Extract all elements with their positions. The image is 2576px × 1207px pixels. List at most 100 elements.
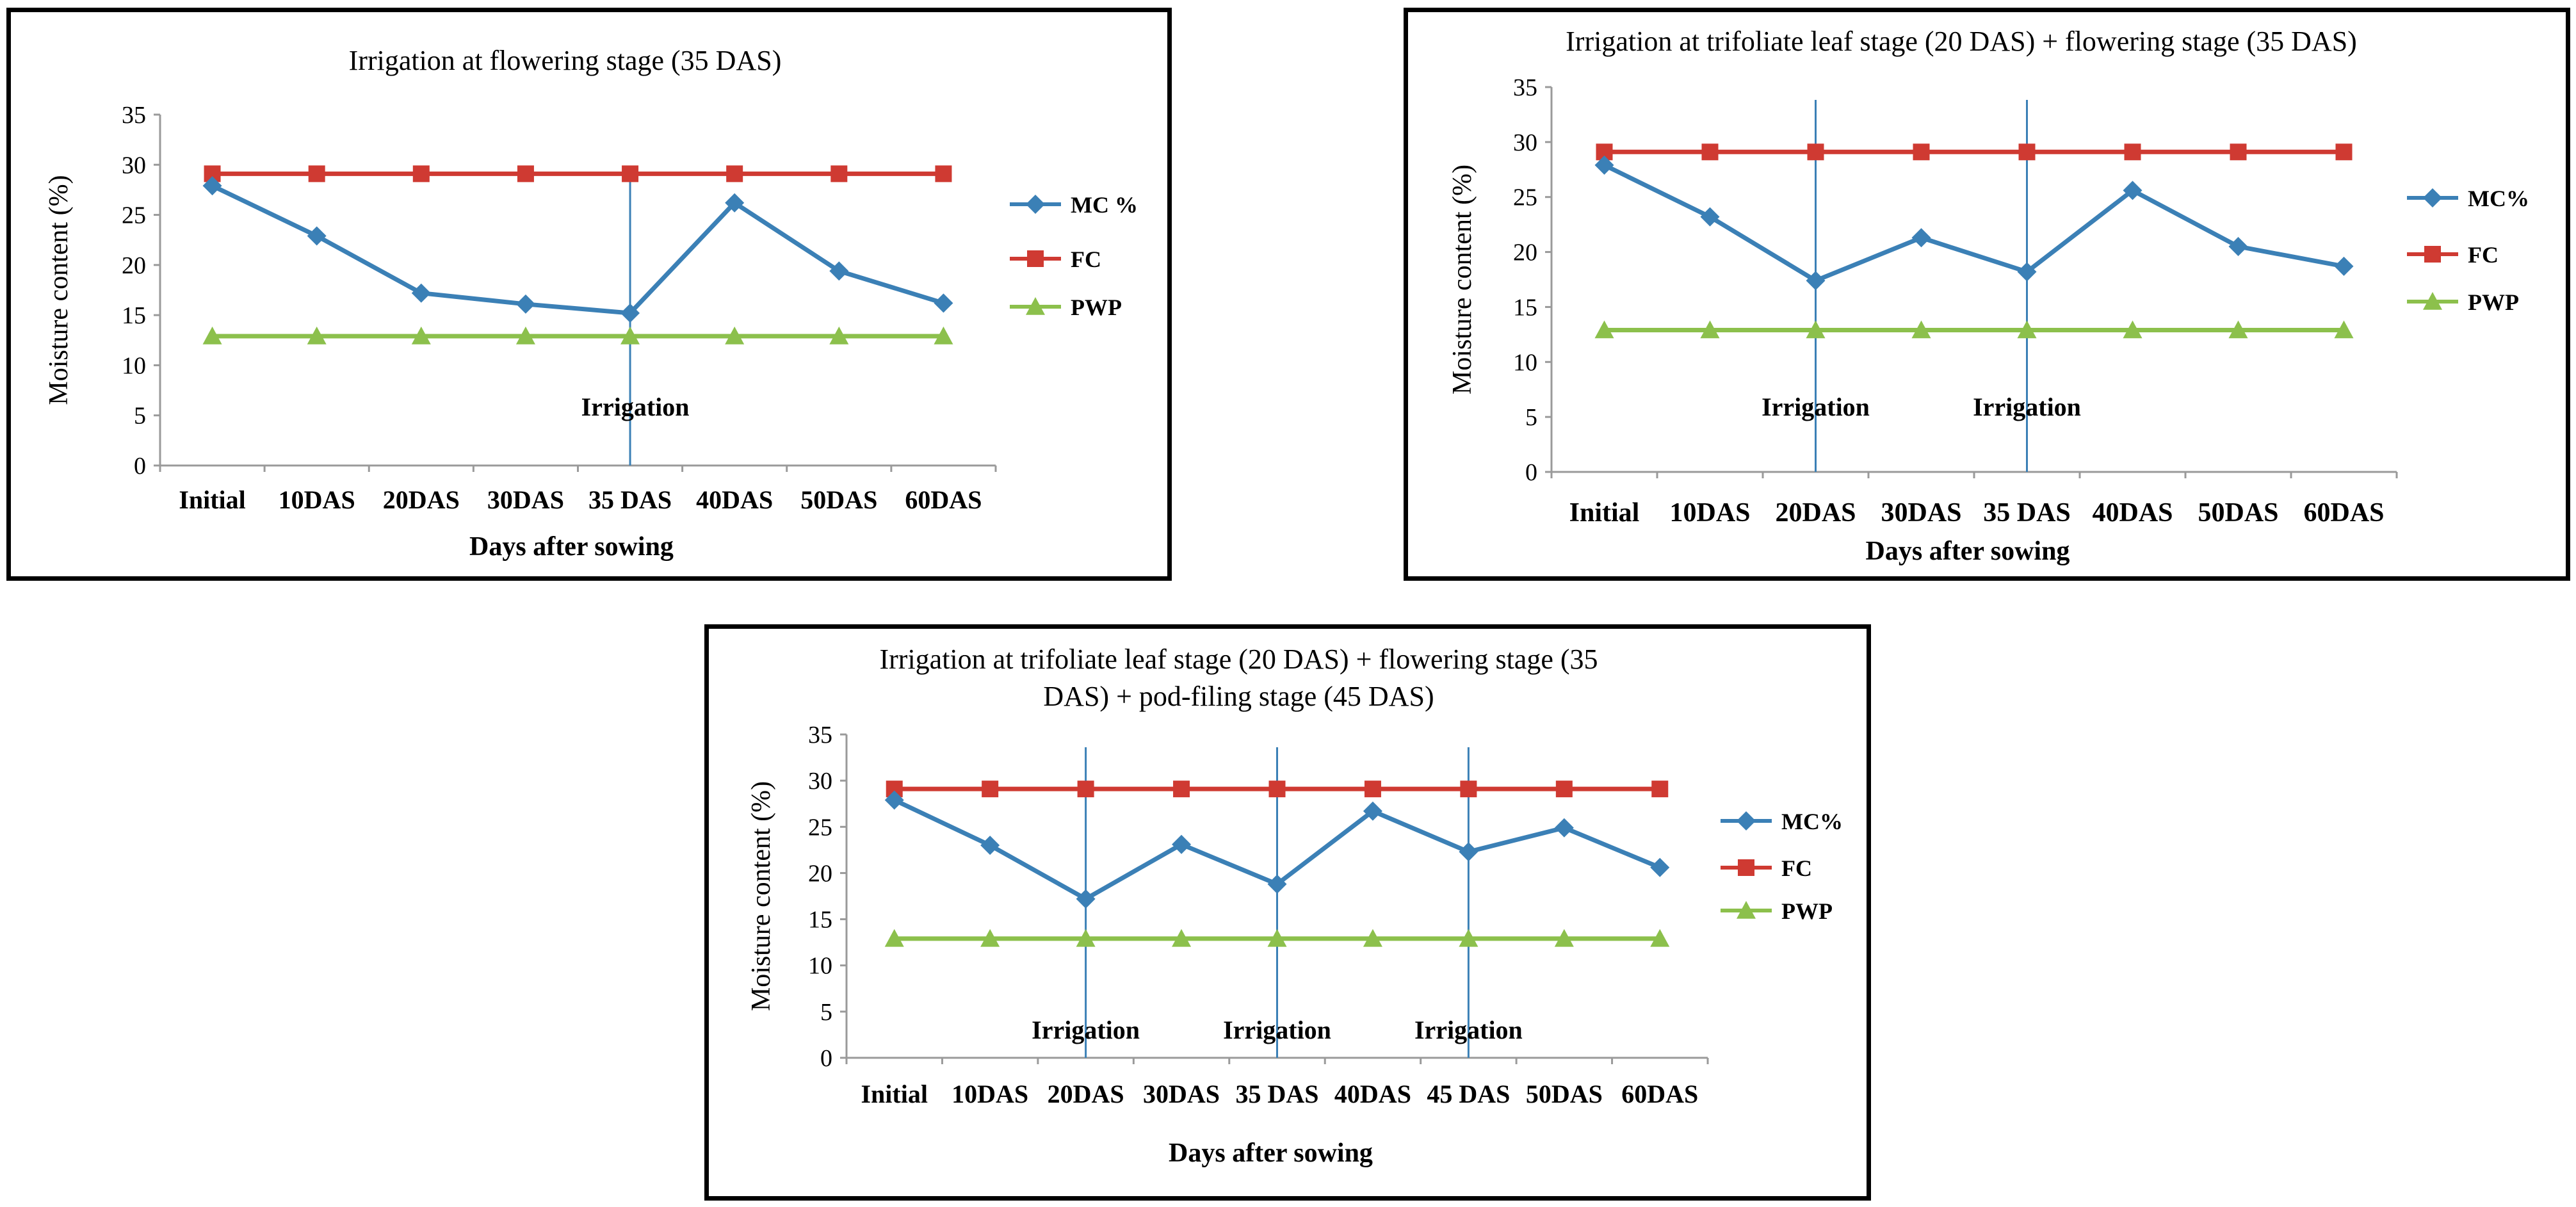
data-point-pwp bbox=[2334, 320, 2354, 339]
irrigation-label: Irrigation bbox=[581, 393, 690, 421]
data-point-fc bbox=[1173, 781, 1190, 798]
legend-marker-mc bbox=[1026, 195, 1045, 214]
data-point-pwp bbox=[884, 928, 904, 947]
chart-svg-trifoliate-flowering: Irrigation at trifoliate leaf stage (20 … bbox=[1448, 26, 2529, 566]
y-tick-label: 25 bbox=[1513, 184, 1537, 211]
legend-marker-pwp bbox=[1737, 901, 1756, 919]
x-tick-label: 40DAS bbox=[1334, 1080, 1411, 1108]
data-point-mc bbox=[1267, 874, 1287, 894]
legend-label-fc: FC bbox=[1071, 247, 1101, 272]
x-tick-label: 45 DAS bbox=[1427, 1080, 1510, 1108]
data-point-pwp bbox=[515, 327, 535, 344]
legend-label-pwp: PWP bbox=[1781, 898, 1833, 924]
data-point-pwp bbox=[934, 327, 953, 344]
data-point-fc bbox=[1077, 781, 1094, 798]
x-tick-label: 60DAS bbox=[905, 485, 982, 514]
x-tick-label: 40DAS bbox=[696, 485, 773, 514]
legend-marker-mc bbox=[2423, 188, 2442, 207]
y-tick-label: 35 bbox=[808, 722, 832, 749]
data-point-pwp bbox=[202, 327, 222, 344]
chart-title: Irrigation at trifoliate leaf stage (20 … bbox=[880, 644, 1598, 675]
legend-label-fc: FC bbox=[2468, 242, 2499, 268]
x-tick-label: 35 DAS bbox=[1235, 1080, 1318, 1108]
legend-marker-pwp bbox=[2423, 292, 2442, 310]
data-point-mc bbox=[1700, 207, 1720, 227]
data-point-fc bbox=[1701, 143, 1719, 161]
data-point-mc bbox=[884, 790, 904, 810]
data-point-fc bbox=[2230, 143, 2247, 161]
data-point-fc bbox=[830, 165, 848, 182]
data-point-mc bbox=[1172, 834, 1192, 854]
data-point-pwp bbox=[725, 327, 745, 344]
legend-label-mc: MC % bbox=[1071, 192, 1138, 218]
data-point-pwp bbox=[1554, 928, 1574, 947]
chart-panel-flowering: Irrigation at flowering stage (35 DAS) 0 5… bbox=[6, 8, 1172, 581]
data-point-mc bbox=[934, 293, 953, 313]
y-tick-label: 5 bbox=[134, 403, 146, 430]
data-point-mc bbox=[980, 836, 1000, 855]
x-axis-title: Days after sowing bbox=[469, 532, 674, 562]
data-point-fc bbox=[935, 165, 952, 182]
data-point-fc bbox=[412, 165, 430, 182]
x-tick-label: Initial bbox=[1569, 498, 1640, 528]
chart-panel-trifoliate-flowering: Irrigation at trifoliate leaf stage (20 … bbox=[1404, 8, 2570, 581]
data-point-mc bbox=[1806, 271, 1826, 291]
y-axis-title: Moisture content (%) bbox=[44, 175, 74, 405]
data-point-mc bbox=[202, 176, 222, 196]
x-tick-label: Initial bbox=[861, 1080, 927, 1108]
data-point-mc bbox=[1459, 842, 1478, 862]
y-tick-label: 35 bbox=[122, 102, 146, 129]
data-point-fc bbox=[1555, 781, 1573, 798]
x-tick-label: 35 DAS bbox=[1983, 498, 2071, 528]
x-tick-label: 30DAS bbox=[1143, 1080, 1220, 1108]
data-point-fc bbox=[1651, 781, 1669, 798]
data-point-pwp bbox=[1806, 320, 1826, 339]
legend-marker-fc bbox=[1738, 859, 1754, 876]
x-tick-label: 50DAS bbox=[1526, 1080, 1603, 1108]
data-point-pwp bbox=[1267, 928, 1287, 947]
x-tick-label: 50DAS bbox=[800, 485, 877, 514]
chart-svg-flowering: Irrigation at flowering stage (35 DAS) 0 5… bbox=[44, 45, 1138, 562]
data-point-pwp bbox=[1076, 928, 1096, 947]
data-point-pwp bbox=[2123, 320, 2143, 339]
data-point-pwp bbox=[980, 928, 1000, 947]
legend-label-mc: MC% bbox=[2468, 186, 2529, 211]
data-point-fc bbox=[2018, 143, 2036, 161]
data-point-fc bbox=[1268, 781, 1286, 798]
data-point-fc bbox=[2124, 143, 2141, 161]
data-point-mc bbox=[829, 261, 849, 281]
x-tick-label: 30DAS bbox=[1881, 498, 1961, 528]
y-tick-label: 25 bbox=[808, 814, 832, 841]
y-tick-label: 0 bbox=[134, 453, 146, 480]
data-point-mc bbox=[1594, 155, 1614, 175]
y-tick-label: 30 bbox=[808, 768, 832, 795]
data-point-pwp bbox=[1911, 320, 1931, 339]
y-tick-label: 20 bbox=[122, 252, 146, 279]
y-tick-label: 15 bbox=[1513, 294, 1537, 321]
data-point-fc bbox=[1807, 143, 1824, 161]
y-tick-label: 35 bbox=[1513, 74, 1537, 101]
x-tick-label: 10DAS bbox=[952, 1080, 1028, 1108]
y-tick-label: 25 bbox=[122, 202, 146, 229]
data-point-mc bbox=[2228, 236, 2248, 256]
x-tick-label: 50DAS bbox=[2198, 498, 2278, 528]
data-point-mc bbox=[620, 304, 640, 323]
data-point-mc bbox=[411, 283, 431, 303]
irrigation-label: Irrigation bbox=[1032, 1016, 1140, 1044]
x-tick-label: 40DAS bbox=[2092, 498, 2173, 528]
y-tick-label: 30 bbox=[1513, 129, 1537, 156]
irrigation-label: Irrigation bbox=[1223, 1016, 1331, 1044]
x-tick-label: 35 DAS bbox=[588, 485, 672, 514]
x-axis-title: Days after sowing bbox=[1866, 537, 2070, 566]
y-tick-label: 15 bbox=[122, 302, 146, 329]
data-point-pwp bbox=[2017, 320, 2037, 339]
legend-label-fc: FC bbox=[1781, 855, 1812, 881]
chart-title: DAS) + pod-filing stage (45 DAS) bbox=[1043, 681, 1434, 712]
legend-label-pwp: PWP bbox=[1071, 295, 1122, 320]
chart-title: Irrigation at trifoliate leaf stage (20 … bbox=[1566, 26, 2357, 57]
data-point-pwp bbox=[2228, 320, 2248, 339]
data-point-pwp bbox=[411, 327, 431, 344]
data-point-pwp bbox=[1363, 928, 1382, 947]
x-tick-label: Initial bbox=[179, 485, 245, 514]
y-tick-label: 30 bbox=[122, 152, 146, 179]
